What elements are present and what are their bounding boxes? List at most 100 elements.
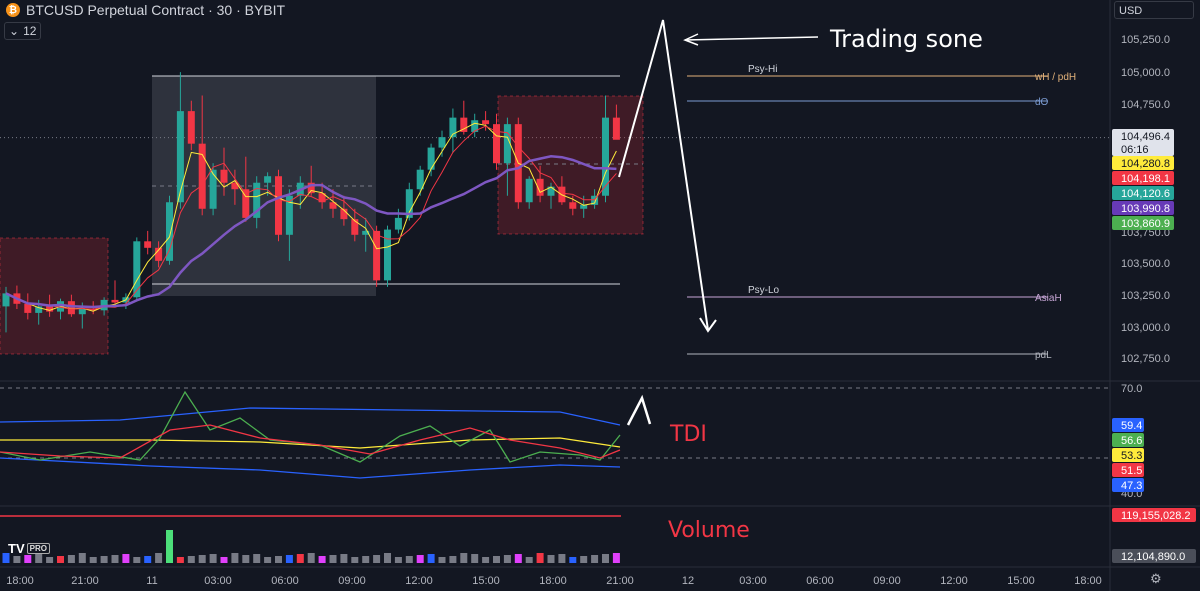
volume-bar [89,557,97,563]
price-badge [1112,186,1174,200]
volume-badge [1112,549,1196,563]
price-tick: 104,750.0 [1121,99,1170,111]
candle-body [67,301,75,315]
tdi-badge [1112,448,1144,462]
volume-bar [558,554,566,563]
volume-bar [35,554,43,563]
volume-bar [591,555,599,563]
time-tick: 09:00 [338,575,366,587]
candle-body [493,124,500,164]
candle-body [351,219,359,235]
candle-body [2,293,10,307]
candle-body [35,306,43,313]
tdi-badge [1112,433,1144,447]
tdi-rsi-line [0,390,621,463]
tdi-badge-label: 53.3 [1121,450,1142,462]
tdi-badge-label: 56.6 [1121,435,1142,447]
candle-body [405,189,413,218]
volume-bar [187,556,195,563]
hand-drawn-annotations: Trading sone TDI Volume [618,19,983,543]
price-badge [1112,156,1174,170]
volume-bar [438,557,446,563]
volume-bar [176,557,184,563]
candle-body [242,189,250,218]
volume-bar [514,554,522,563]
pro-badge: PRO [26,543,50,554]
volume-badge-label: 12,104,890.0 [1121,551,1185,563]
price-tick: 102,750.0 [1121,353,1170,365]
tradingview-logo[interactable]: TV PRO [8,541,50,556]
volume-bar [13,556,21,563]
tdi-badge [1112,478,1144,492]
volume-bar [242,555,250,563]
candle-body [318,193,326,203]
volume-bar [46,557,54,563]
volume-bar [307,553,315,563]
symbol-header[interactable]: ₿ BTCUSD Perpetual Contract · 30 · BYBIT [6,2,285,18]
level-tag: pdL [1035,350,1052,361]
volume-bar [373,555,381,563]
time-tick: 15:00 [472,575,500,587]
caret-up-icon [626,394,652,426]
volume-bar [547,555,555,563]
price-axis[interactable]: 105,250.0105,000.0104,750.0103,750.0103,… [1112,34,1196,563]
candle-body [155,247,163,261]
time-tick: 21:00 [71,575,99,587]
candle-body [394,217,402,230]
countdown-label: 06:16 [1121,144,1149,156]
volume-bar [449,556,457,563]
tv-logo-icon: TV [8,541,25,556]
volume-bar [198,555,206,563]
symbol-title[interactable]: BTCUSD Perpetual Contract · 30 · BYBIT [26,2,286,18]
candle-body [612,117,620,140]
tdi-badge [1112,418,1144,432]
volume-bar [536,553,544,563]
time-axis[interactable]: 18:00 21:00 11 03:00 06:00 09:00 12:00 15:00 18:… [6,575,1102,587]
candle-body [307,182,315,194]
volume-pane[interactable] [0,515,621,563]
volume-bar [340,554,348,563]
candle-body [591,195,599,205]
candle-body [362,230,370,235]
level-tag: wH / pdH [1034,72,1076,83]
tdi-middle-line [0,437,621,449]
tdi-upper-line [0,407,621,426]
time-tick: 15:00 [1007,575,1035,587]
currency-selector[interactable]: USD [1114,1,1194,19]
tdi-pane[interactable] [0,387,1110,479]
volume-bar [460,553,468,563]
tdi-signal-line [0,424,621,459]
volume-bar [503,555,511,563]
candle-body [471,120,479,132]
candle-body [427,147,435,170]
volume-bar [569,557,577,563]
volume-bar [231,553,239,563]
volume-bar [2,553,10,563]
level-label: Psy-Lo [748,285,780,296]
candle-body [209,169,217,209]
volume-bar [78,553,86,563]
candle-body [275,176,282,235]
volume-bar [67,555,75,563]
volume-bar [57,556,64,563]
candle-body [329,202,337,209]
volume-bar [100,556,108,563]
volume-bar [275,556,282,563]
level-tag: dO [1035,97,1049,108]
gear-icon[interactable]: ⚙ [1150,571,1162,586]
volume-bar [394,557,402,563]
volume-bar [384,553,391,563]
price-tick: 105,250.0 [1121,34,1170,46]
pointer-arrow [684,36,819,41]
volume-bar [24,555,32,563]
time-tick: 21:00 [606,575,634,587]
tdi-badge-label: 47.3 [1121,480,1142,492]
volume-bar [329,555,337,563]
candle-body [460,117,468,132]
projection-path [618,19,709,331]
time-tick: 12 [682,575,694,587]
candle-body [285,195,293,235]
indicator-collapse-button[interactable]: ⌄ 12 [4,22,42,40]
volume-bar [253,554,261,563]
